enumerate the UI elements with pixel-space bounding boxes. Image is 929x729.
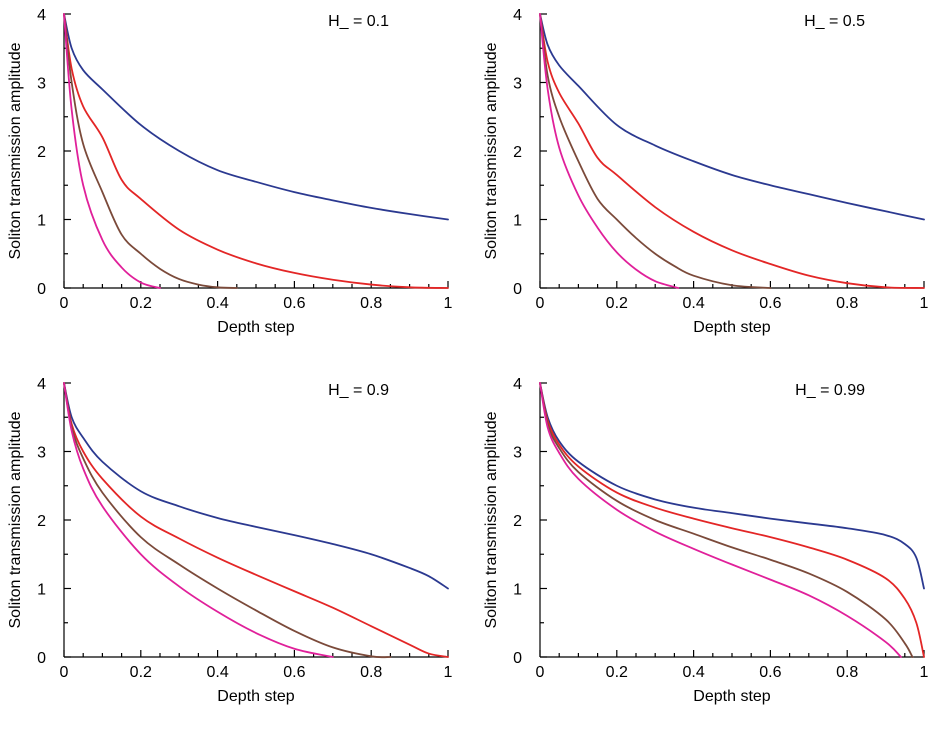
panel-annotation: H_ = 0.99 bbox=[795, 382, 865, 399]
y-tick-label: 2 bbox=[37, 144, 46, 161]
y-tick-label: 4 bbox=[37, 7, 46, 24]
series-line-4 bbox=[63, 382, 334, 658]
x-tick-label: 0.4 bbox=[206, 295, 228, 312]
x-tick-label: 0.2 bbox=[606, 664, 628, 681]
chart-panel-1: 0 0.2 0.4 0.6 0.8 1 0 1 2 3 4 Depth step Soliton tra… bbox=[7, 7, 453, 336]
panel-annotation: H_ = 0.1 bbox=[328, 13, 389, 30]
x-axis-label: Depth step bbox=[693, 688, 770, 705]
series-line-4 bbox=[539, 13, 680, 289]
series-line-4 bbox=[63, 13, 161, 289]
x-tick-label: 0 bbox=[60, 295, 69, 312]
y-tick-label: 1 bbox=[513, 213, 522, 230]
y-tick-label: 3 bbox=[513, 76, 522, 93]
series-line-3 bbox=[539, 382, 914, 658]
x-axis-label: Depth step bbox=[217, 688, 294, 705]
x-tick-label: 1 bbox=[920, 295, 929, 312]
series-line-1 bbox=[539, 13, 925, 221]
chart-panel-4: 0 0.2 0.4 0.6 0.8 1 0 1 2 3 4 Depth step Soliton tra… bbox=[483, 376, 929, 705]
x-tick-label: 1 bbox=[444, 664, 453, 681]
y-tick-label: 0 bbox=[513, 281, 522, 298]
series-line-3 bbox=[63, 382, 392, 659]
series-line-2 bbox=[63, 13, 449, 289]
series-line-1 bbox=[63, 13, 449, 221]
x-tick-label: 0.6 bbox=[283, 295, 305, 312]
x-tick-label: 1 bbox=[444, 295, 453, 312]
series-line-1 bbox=[539, 382, 925, 590]
y-axis-label: Soliton transmission amplitude bbox=[483, 411, 500, 628]
chart-panel-2: 0 0.2 0.4 0.6 0.8 1 0 1 2 3 4 Depth step Soliton tra… bbox=[483, 7, 929, 336]
y-axis-label: Soliton transmission amplitude bbox=[7, 42, 24, 259]
x-tick-label: 0.6 bbox=[759, 295, 781, 312]
y-tick-label: 1 bbox=[37, 213, 46, 230]
chart-panel-3: 0 0.2 0.4 0.6 0.8 1 0 1 2 3 4 Depth step Soliton tra… bbox=[7, 376, 453, 705]
x-tick-label: 0.8 bbox=[360, 664, 382, 681]
y-axis-label: Soliton transmission amplitude bbox=[483, 42, 500, 259]
x-axis-label: Depth step bbox=[217, 319, 294, 336]
y-tick-label: 4 bbox=[37, 376, 46, 393]
y-tick-label: 1 bbox=[513, 582, 522, 599]
x-tick-label: 0 bbox=[60, 664, 69, 681]
x-tick-label: 0.8 bbox=[836, 664, 858, 681]
series-line-2 bbox=[539, 382, 925, 658]
x-tick-label: 0.2 bbox=[130, 295, 152, 312]
series-line-2 bbox=[539, 13, 925, 289]
x-tick-label: 0 bbox=[536, 295, 545, 312]
series-line-2 bbox=[63, 382, 449, 658]
panel-annotation: H_ = 0.5 bbox=[804, 13, 865, 30]
x-tick-label: 0.8 bbox=[360, 295, 382, 312]
y-tick-label: 3 bbox=[37, 76, 46, 93]
x-tick-label: 0.4 bbox=[682, 664, 704, 681]
x-tick-label: 0.4 bbox=[682, 295, 704, 312]
y-tick-label: 4 bbox=[513, 376, 522, 393]
y-tick-label: 2 bbox=[513, 144, 522, 161]
x-tick-label: 0 bbox=[536, 664, 545, 681]
x-tick-label: 0.8 bbox=[836, 295, 858, 312]
panel-annotation: H_ = 0.9 bbox=[328, 382, 389, 399]
x-tick-label: 0.4 bbox=[206, 664, 228, 681]
x-axis-label: Depth step bbox=[693, 319, 770, 336]
y-tick-label: 0 bbox=[37, 650, 46, 667]
series-line-4 bbox=[539, 382, 902, 658]
y-tick-label: 0 bbox=[513, 650, 522, 667]
x-tick-label: 0.6 bbox=[283, 664, 305, 681]
y-tick-label: 1 bbox=[37, 582, 46, 599]
y-axis-label: Soliton transmission amplitude bbox=[7, 411, 24, 628]
y-tick-label: 3 bbox=[513, 445, 522, 462]
y-tick-label: 2 bbox=[513, 513, 522, 530]
series-line-3 bbox=[63, 13, 238, 289]
x-tick-label: 0.6 bbox=[759, 664, 781, 681]
y-tick-label: 4 bbox=[513, 7, 522, 24]
y-tick-label: 2 bbox=[37, 513, 46, 530]
y-tick-label: 3 bbox=[37, 445, 46, 462]
series-line-3 bbox=[539, 13, 772, 289]
x-tick-label: 0.2 bbox=[130, 664, 152, 681]
series-line-1 bbox=[63, 382, 449, 590]
x-tick-label: 0.2 bbox=[606, 295, 628, 312]
x-tick-label: 1 bbox=[920, 664, 929, 681]
y-tick-label: 0 bbox=[37, 281, 46, 298]
